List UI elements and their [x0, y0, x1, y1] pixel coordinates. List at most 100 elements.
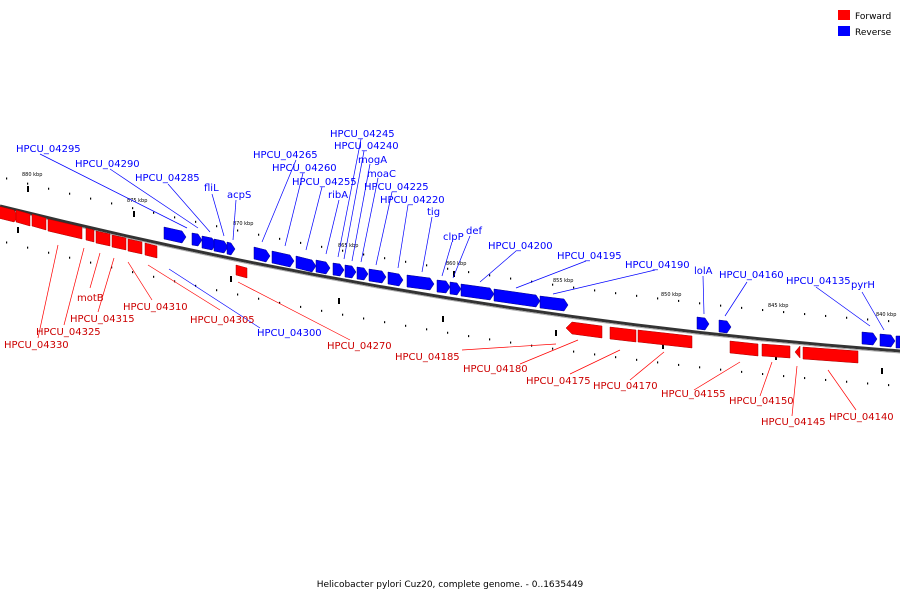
- gene-label-forward[interactable]: HPCU_04270: [327, 341, 392, 352]
- gene-label-reverse[interactable]: HPCU_04135: [786, 276, 851, 287]
- gene-forward[interactable]: [565, 321, 603, 339]
- gene-label-reverse[interactable]: HPCU_04160: [719, 270, 784, 281]
- tick-dot: [447, 331, 449, 334]
- gene-reverse[interactable]: [696, 316, 710, 331]
- gene-label-reverse[interactable]: HPCU_04300: [257, 328, 322, 339]
- gene-forward[interactable]: [15, 209, 31, 227]
- gene-reverse[interactable]: [226, 241, 236, 256]
- tick-dot: [258, 233, 260, 236]
- tick-dot: [342, 249, 344, 252]
- tick-dot: [804, 313, 806, 316]
- gene-label-forward[interactable]: HPCU_04325: [36, 327, 101, 338]
- gene-label-forward[interactable]: HPCU_04185: [395, 352, 460, 363]
- gene-label-reverse[interactable]: HPCU_04240: [334, 141, 399, 152]
- gene-reverse[interactable]: [271, 250, 295, 268]
- forward-labels: HPCU_04330 HPCU_04325 motB HPCU_04315 HP…: [4, 293, 894, 428]
- gene-reverse[interactable]: [191, 232, 203, 247]
- gene-reverse[interactable]: [406, 274, 435, 291]
- gene-label-forward[interactable]: HPCU_04315: [70, 314, 135, 325]
- tick-dot: [636, 358, 638, 361]
- gene-label-reverse[interactable]: HPCU_04290: [75, 159, 140, 170]
- gene-reverse[interactable]: [436, 279, 451, 294]
- tick-dot: [657, 297, 659, 300]
- gene-label-forward[interactable]: HPCU_04305: [190, 315, 255, 326]
- tick-dot: [405, 324, 407, 327]
- gene-reverse[interactable]: [163, 226, 187, 244]
- gene-label-reverse[interactable]: HPCU_04255: [292, 177, 357, 188]
- gene-reverse[interactable]: [879, 333, 896, 348]
- gene-label-reverse[interactable]: fliL: [204, 183, 219, 194]
- gene-forward[interactable]: [85, 227, 95, 243]
- gene-label-forward[interactable]: HPCU_04330: [4, 340, 69, 351]
- gene-forward[interactable]: [144, 242, 158, 259]
- gene-forward[interactable]: [95, 230, 111, 247]
- tick-dot: [48, 187, 50, 190]
- gene-reverse[interactable]: [539, 295, 569, 312]
- gene-reverse[interactable]: [368, 268, 387, 284]
- gene-reverse[interactable]: [344, 264, 357, 279]
- gene-forward[interactable]: [729, 340, 759, 357]
- gene-label-reverse[interactable]: lolA: [694, 266, 713, 277]
- tick-dot: [741, 306, 743, 309]
- gene-label-reverse[interactable]: HPCU_04295: [16, 144, 81, 155]
- gene-forward[interactable]: [31, 213, 47, 231]
- gene-label-reverse[interactable]: HPCU_04200: [488, 241, 553, 252]
- gene-forward[interactable]: [47, 218, 83, 240]
- gene-forward[interactable]: [127, 238, 143, 255]
- tick-label: 840 kbp: [876, 312, 896, 318]
- tick-dot: [300, 241, 302, 244]
- tick-dot: [657, 361, 659, 364]
- gene-label-reverse[interactable]: ribA: [328, 190, 348, 201]
- gene-forward[interactable]: [235, 264, 248, 279]
- tick-labels: 880 kbp 875 kbp 870 kbp 865 kbp 860 kbp …: [22, 172, 896, 318]
- gene-reverse[interactable]: [493, 288, 541, 308]
- gene-label-forward[interactable]: motB: [77, 293, 104, 304]
- gene-label-reverse[interactable]: moaC: [367, 169, 396, 180]
- gene-forward[interactable]: [637, 329, 693, 349]
- gene-label-reverse[interactable]: acpS: [227, 190, 251, 201]
- tick-dot: [468, 271, 470, 274]
- gene-forward[interactable]: [111, 234, 127, 251]
- gene-forward[interactable]: [761, 343, 791, 359]
- gene-label-reverse[interactable]: HPCU_04190: [625, 260, 690, 271]
- gene-label-forward[interactable]: HPCU_04175: [526, 376, 591, 387]
- gene-label-forward[interactable]: HPCU_04150: [729, 396, 794, 407]
- gene-reverse[interactable]: [332, 262, 345, 277]
- gene-reverse[interactable]: [861, 331, 878, 346]
- gene-forward[interactable]: [802, 346, 859, 364]
- gene-label-forward[interactable]: HPCU_04170: [593, 381, 658, 392]
- gene-reverse[interactable]: [295, 255, 317, 273]
- gene-label-forward[interactable]: HPCU_04155: [661, 389, 726, 400]
- gene-label-reverse[interactable]: HPCU_04220: [380, 195, 445, 206]
- gene-label-reverse[interactable]: HPCU_04225: [364, 182, 429, 193]
- gene-label-forward[interactable]: HPCU_04140: [829, 412, 894, 423]
- gene-label-reverse[interactable]: clpP: [443, 232, 464, 243]
- gene-label-reverse[interactable]: HPCU_04285: [135, 173, 200, 184]
- gene-label-reverse[interactable]: HPCU_04245: [330, 129, 395, 140]
- gene-reverse[interactable]: [460, 283, 495, 301]
- gene-label-reverse[interactable]: HPCU_04195: [557, 251, 622, 262]
- gene-forward[interactable]: [609, 326, 637, 343]
- gene-reverse[interactable]: [449, 281, 462, 296]
- gene-label-reverse[interactable]: mogA: [358, 155, 387, 166]
- tick-dot: [27, 246, 29, 249]
- gene-reverse[interactable]: [356, 266, 369, 281]
- gene-label-forward[interactable]: HPCU_04145: [761, 417, 826, 428]
- gene-label-reverse[interactable]: def: [466, 226, 483, 237]
- gene-reverse[interactable]: [315, 259, 331, 275]
- gene-label-reverse[interactable]: tig: [427, 207, 440, 218]
- gene-reverse[interactable]: [718, 319, 732, 334]
- gene-forward[interactable]: [794, 345, 801, 359]
- gene-reverse[interactable]: [387, 271, 404, 287]
- gene-label-reverse[interactable]: HPCU_04265: [253, 150, 318, 161]
- tick-dot: [552, 347, 554, 350]
- gene-reverse[interactable]: [253, 246, 271, 263]
- tick-dot: [111, 202, 113, 205]
- tick-dot: [132, 271, 134, 274]
- gene-label-reverse[interactable]: HPCU_04260: [272, 163, 337, 174]
- gene-reverse[interactable]: [895, 335, 900, 349]
- gene-label-forward[interactable]: HPCU_04180: [463, 364, 528, 375]
- gene-label-reverse[interactable]: pyrH: [851, 280, 875, 291]
- gene-reverse[interactable]: [213, 238, 229, 254]
- gene-label-forward[interactable]: HPCU_04310: [123, 302, 188, 313]
